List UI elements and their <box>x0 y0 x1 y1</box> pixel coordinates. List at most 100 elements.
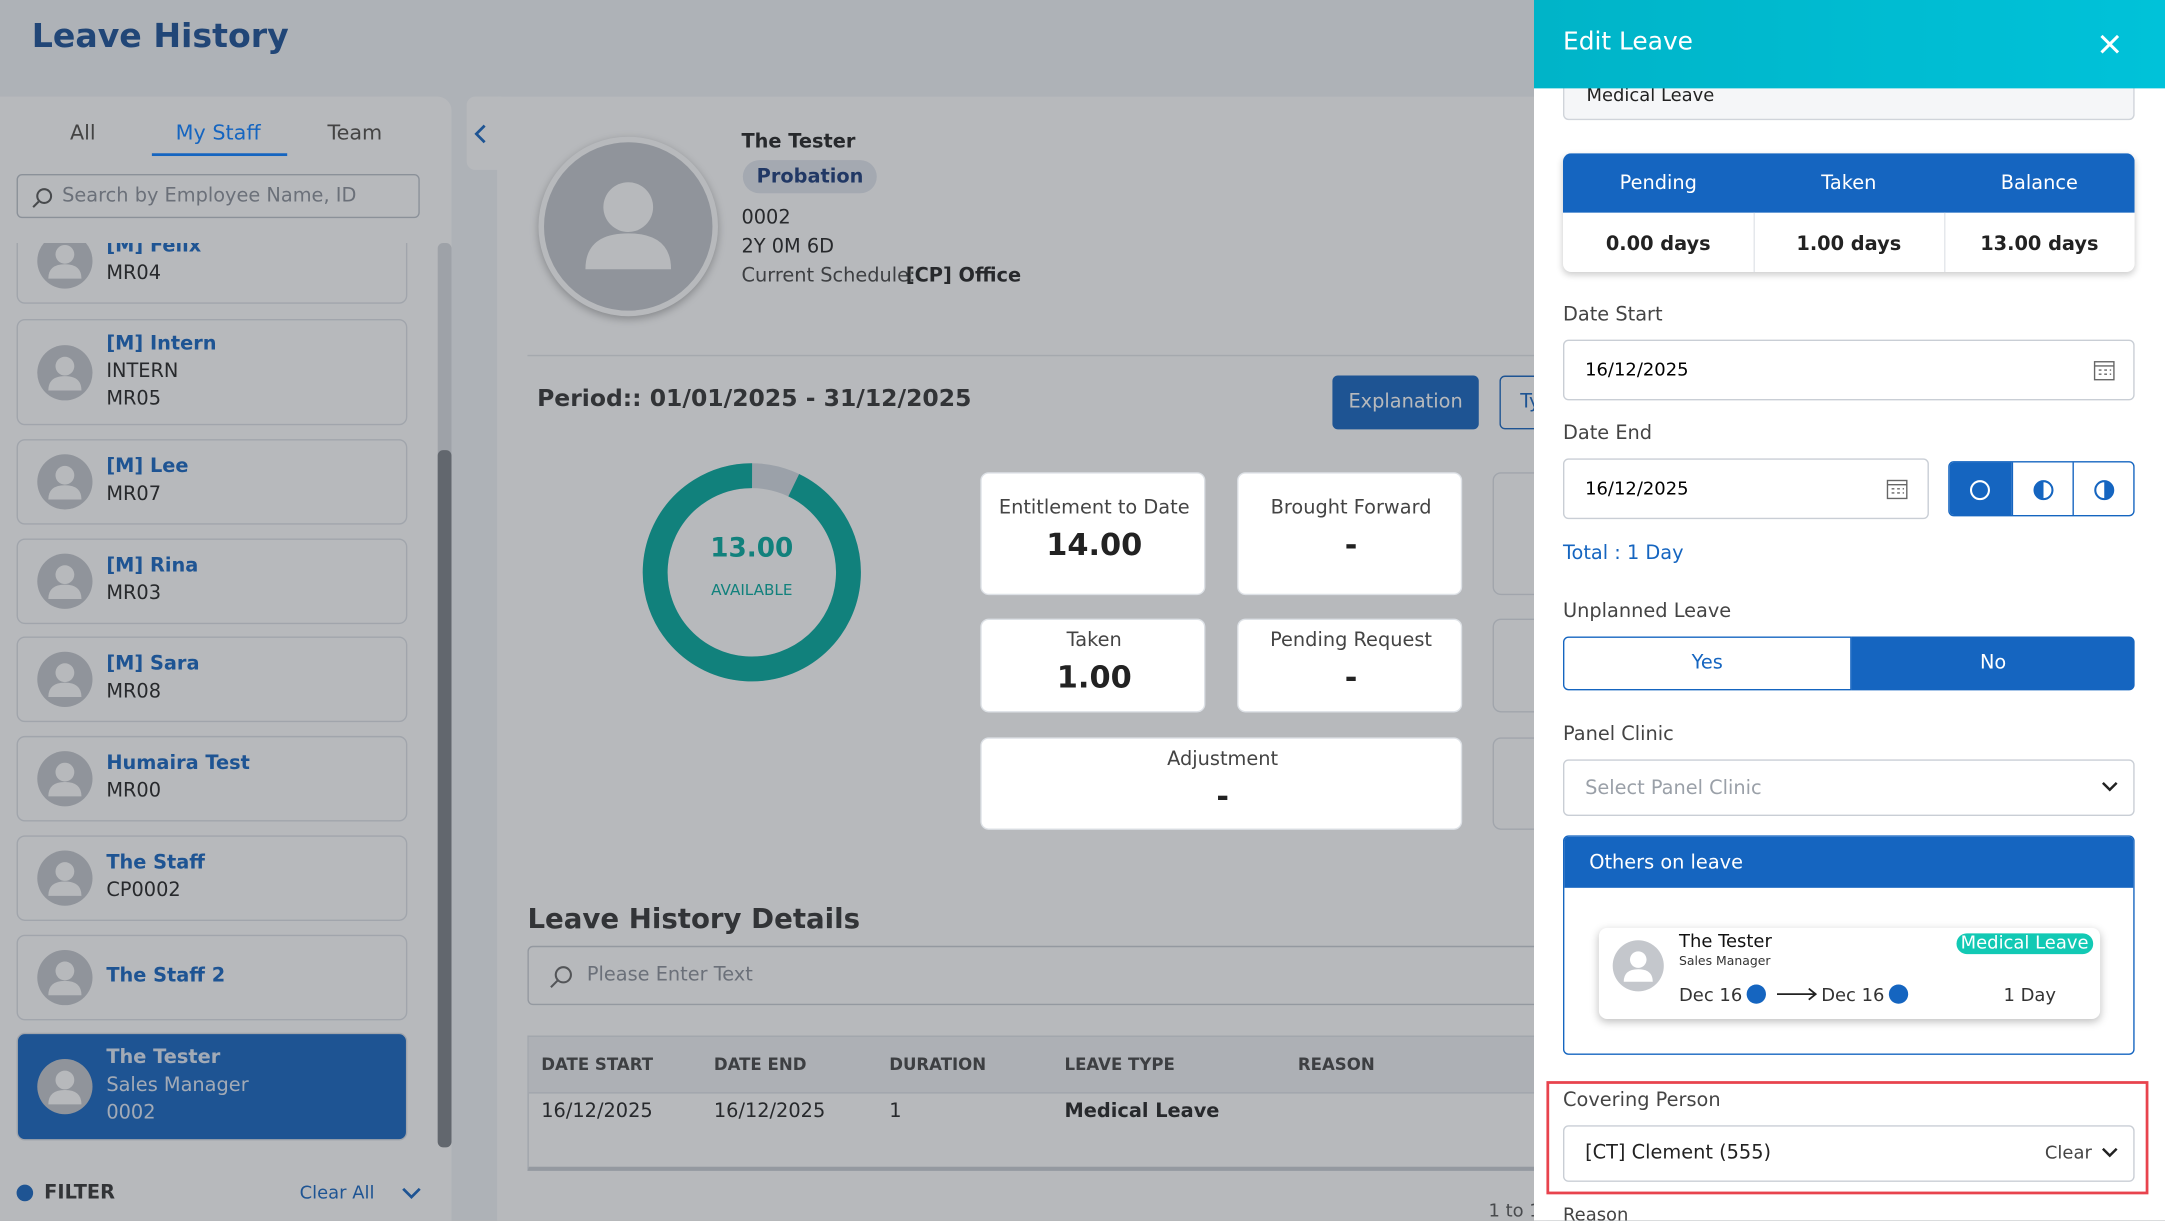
filter-label[interactable]: FILTER <box>44 1181 115 1205</box>
date-start: 16/12/2025 <box>1585 360 1689 382</box>
others-name: The Tester <box>1678 931 1772 953</box>
search-placeholder: Search by Employee Name, ID <box>62 185 357 208</box>
avatar <box>37 751 93 807</box>
profile-name: The Tester <box>741 131 856 154</box>
first-half[interactable] <box>2011 462 2074 516</box>
stat-box: Adjustment - <box>980 737 1463 830</box>
stat-box: Entitlement to Date 14.00 <box>980 472 1206 596</box>
date-start-input[interactable]: 16/12/2025 <box>1562 339 2135 401</box>
unplanned-yes[interactable]: Yes <box>1562 636 1852 691</box>
tab[interactable]: All <box>69 120 96 145</box>
column-header: DURATION <box>889 1054 987 1075</box>
date-end-label: Date End <box>1562 422 1653 445</box>
drawer-header: Edit Leave <box>1534 0 2165 89</box>
stat-value: - <box>1344 528 1358 564</box>
employee-card[interactable]: [M] Rina MR03 <box>16 538 408 625</box>
scroll-thumb[interactable] <box>437 450 452 1148</box>
full-day[interactable] <box>1949 462 2012 516</box>
covering-select[interactable]: [CT] Clement (555) Clear <box>1562 1125 2135 1182</box>
employee-card[interactable]: Humaira Test MR00 <box>16 735 408 822</box>
balance-value: 1.00 days <box>1796 233 1902 256</box>
balance-header: Taken <box>1821 172 1877 195</box>
stat-box: Taken 1.00 <box>980 618 1206 713</box>
avatar <box>1612 940 1664 992</box>
period: Period:: 01/01/2025 - 31/12/2025 <box>537 385 972 413</box>
employee-card[interactable]: [M] Felix MR04 <box>16 243 408 304</box>
donut <box>642 463 861 682</box>
table-cell: 16/12/2025 <box>541 1100 653 1123</box>
employee-card[interactable]: [M] Lee MR07 <box>16 439 408 525</box>
close-button[interactable] <box>2100 34 2120 54</box>
employee-list: [M] Felix MR04 [M] Intern INTERN MR05 [M] Lee… <box>0 243 436 1146</box>
employee-card[interactable]: The Tester Sales Manager 0002 <box>16 1032 408 1141</box>
employee-detail: MR05 <box>106 387 162 410</box>
stat-label: Adjustment <box>1167 748 1279 771</box>
employee-detail: MR00 <box>106 780 162 803</box>
filter-dot <box>16 1184 34 1202</box>
others-to: Dec 16 <box>1821 985 1885 1007</box>
covering-clear[interactable]: Clear <box>2044 1143 2092 1164</box>
stat-label: Entitlement to Date <box>998 497 1190 520</box>
collapse-tab[interactable] <box>466 96 502 170</box>
clinic-select[interactable]: Select Panel Clinic <box>1562 759 2135 817</box>
covering-label: Covering Person <box>1562 1089 1721 1112</box>
balance-head <box>1562 153 2135 213</box>
explanation-button[interactable]: Explanation <box>1332 375 1479 430</box>
column-header: LEAVE TYPE <box>1064 1054 1175 1075</box>
employee-name: [M] Rina <box>106 555 199 578</box>
employee-detail: Sales Manager <box>106 1074 249 1097</box>
reason-label: Reason <box>1562 1205 1629 1221</box>
tab[interactable]: My Staff <box>175 120 261 145</box>
second-half[interactable] <box>2072 462 2133 516</box>
stat-value: 1.00 <box>1056 661 1132 696</box>
others-header: Others on leave <box>1564 836 2134 888</box>
table-cell: 1 <box>889 1100 902 1123</box>
tab[interactable]: Team <box>327 120 383 145</box>
unplanned-no[interactable]: No <box>1851 636 2135 691</box>
employee-detail: INTERN <box>106 359 179 382</box>
employee-name: Humaira Test <box>106 752 250 775</box>
column-header: DATE START <box>541 1054 654 1075</box>
balance-header: Balance <box>2000 172 2078 195</box>
table-head <box>528 1036 1551 1094</box>
profile-tenure: 2Y 0M 6D <box>741 236 835 259</box>
date-end-input[interactable]: 16/12/2025 <box>1562 458 1929 520</box>
employee-card[interactable]: [M] Intern INTERN MR05 <box>16 318 408 426</box>
employee-card[interactable]: The Staff CP0002 <box>16 835 408 921</box>
employee-card[interactable]: The Staff 2 <box>16 934 408 1021</box>
employee-card[interactable]: [M] Sara MR08 <box>16 636 408 723</box>
unplanned-label: Unplanned Leave <box>1562 600 1732 623</box>
balance-value: 13.00 days <box>1980 233 2099 256</box>
stat-label: Brought Forward <box>1270 497 1432 520</box>
others-from: Dec 16 <box>1678 985 1743 1007</box>
stat-label: Taken <box>1066 629 1122 652</box>
employee-detail: MR03 <box>106 582 162 605</box>
balance-header: Pending <box>1619 172 1697 195</box>
scrollbar <box>437 243 452 1148</box>
balance-divider <box>1944 212 1946 273</box>
employee-detail: 0002 <box>106 1101 156 1124</box>
employee-name: [M] Lee <box>106 455 189 478</box>
others-on-leave: Others on leave The Tester Sales Manager… <box>1562 835 2135 1055</box>
column-header: REASON <box>1297 1054 1375 1075</box>
date-start-label: Date Start <box>1562 303 1663 326</box>
search-icon <box>32 188 53 208</box>
clinic-placeholder: Select Panel Clinic <box>1585 777 1762 800</box>
covering-value: [CT] Clement (555) <box>1585 1141 1772 1164</box>
profile-avatar <box>538 136 718 317</box>
clear-all[interactable]: Clear All <box>299 1183 375 1205</box>
details-search[interactable]: Please Enter Text <box>527 945 1550 1006</box>
stat-value: - <box>1216 780 1229 815</box>
stat-value: 14.00 <box>1046 528 1143 564</box>
donut-arc <box>642 463 861 682</box>
overlay[interactable] <box>0 0 1535 1221</box>
employee-name: The Staff 2 <box>106 965 226 988</box>
pagination: 1 to 1 <box>1488 1201 1541 1221</box>
profile-id: 0002 <box>741 207 791 230</box>
search-box[interactable]: Search by Employee Name, ID <box>16 173 420 219</box>
details-title: Leave History Details <box>527 901 861 935</box>
chevron[interactable] <box>400 1185 422 1202</box>
employee-name: [M] Sara <box>106 653 200 676</box>
employee-detail: MR07 <box>106 483 162 506</box>
